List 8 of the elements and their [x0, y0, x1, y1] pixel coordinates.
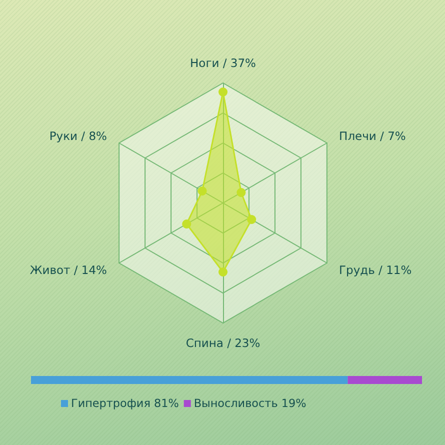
spoke-label: Грудь / 11%	[339, 263, 412, 277]
legend-label: Гипертрофия 81%	[71, 397, 180, 410]
spoke-label: Спина / 23%	[186, 336, 260, 350]
spoke-label: Ноги / 37%	[190, 56, 256, 70]
spoke-label: Живот / 14%	[30, 263, 108, 277]
legend-label: Выносливость 19%	[194, 397, 307, 410]
spoke-label: Руки / 8%	[49, 129, 108, 143]
spoke-label: Плечи / 7%	[339, 129, 406, 143]
